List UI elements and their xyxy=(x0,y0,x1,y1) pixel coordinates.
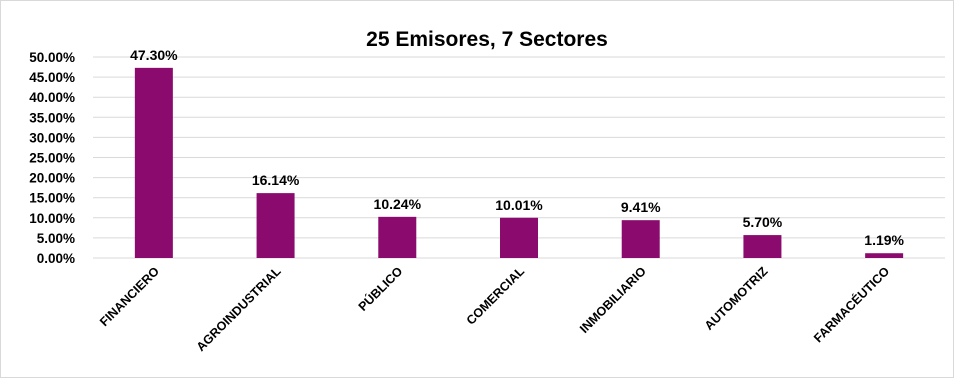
y-tick-label: 20.00% xyxy=(29,171,75,186)
y-tick-label: 10.00% xyxy=(29,211,75,226)
y-tick-label: 0.00% xyxy=(37,251,75,266)
bars xyxy=(134,67,904,258)
y-tick-label: 45.00% xyxy=(29,70,75,85)
y-axis-tick-labels: 0.00% 5.00% 10.00% 15.00% 20.00% 25.00% 30.00%… xyxy=(29,50,75,266)
data-labels: 47.30% 16.14% 10.24% 10.01% 9.41% 5.70% 1.19% xyxy=(130,47,904,248)
data-label: 5.70% xyxy=(743,214,783,230)
y-tick-label: 30.00% xyxy=(29,130,75,145)
y-tick-label: 35.00% xyxy=(29,110,75,125)
bar xyxy=(621,220,660,258)
bar xyxy=(500,217,538,258)
y-tick-label: 25.00% xyxy=(29,151,75,166)
data-label: 9.41% xyxy=(621,199,661,215)
x-tick-label: PÚBLICO xyxy=(355,263,406,314)
data-label: 10.24% xyxy=(374,196,422,212)
gridlines xyxy=(93,56,945,259)
x-axis-tick-labels: FINANCIERO AGROINDUSTRIAL PÚBLICO COMERCIAL… xyxy=(97,263,892,354)
bar xyxy=(743,235,782,258)
y-tick-label: 5.00% xyxy=(37,231,75,246)
x-tick-label: COMERCIAL xyxy=(464,264,528,328)
bar xyxy=(256,193,295,258)
bar xyxy=(134,67,173,258)
y-tick-label: 15.00% xyxy=(29,191,75,206)
y-tick-label: 50.00% xyxy=(29,50,75,65)
x-tick-label: FINANCIERO xyxy=(97,264,162,329)
x-tick-label: AUTOMOTRIZ xyxy=(702,264,771,333)
data-label: 47.30% xyxy=(130,47,178,63)
x-tick-label: AGROINDUSTRIAL xyxy=(194,264,284,354)
data-label: 1.19% xyxy=(864,232,904,248)
x-tick-label: INMOBILIARIO xyxy=(577,264,649,336)
data-label: 16.14% xyxy=(252,172,300,188)
y-tick-label: 40.00% xyxy=(29,90,75,105)
chart-title: 25 Emisores, 7 Sectores xyxy=(366,28,608,51)
bar xyxy=(865,253,904,258)
x-tick-label: FARMACÉUTICO xyxy=(810,263,892,345)
bar xyxy=(378,216,417,258)
data-label: 10.01% xyxy=(495,197,543,213)
